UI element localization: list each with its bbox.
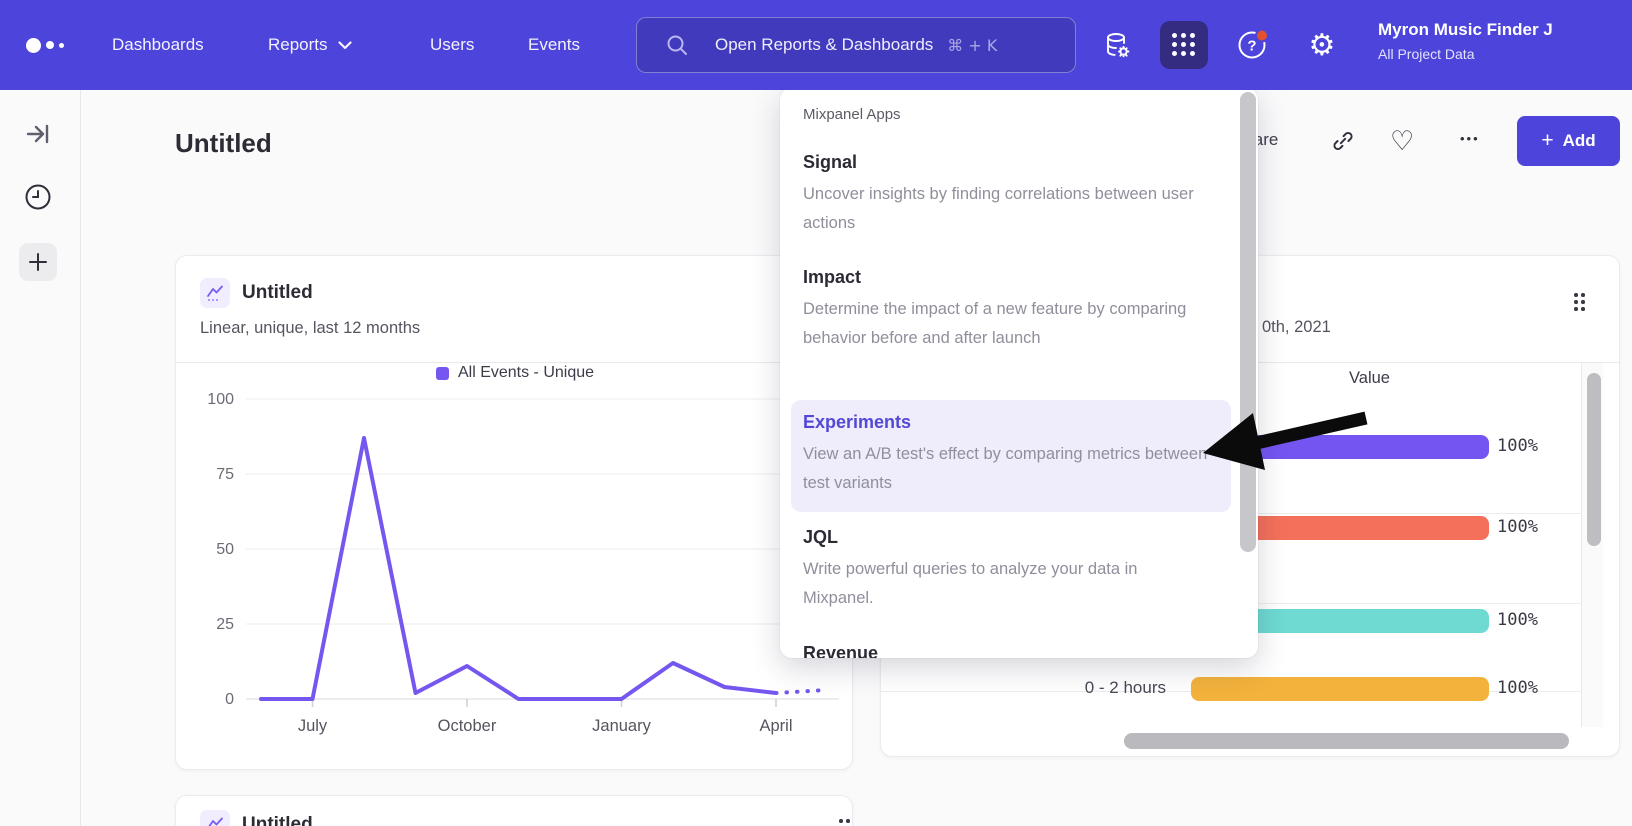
- apps-grid-button[interactable]: [1160, 21, 1208, 69]
- menu-item-description: Uncover insights by finding correlations…: [803, 185, 1194, 232]
- nav-reports-label: Reports: [268, 35, 328, 54]
- menu-scrollbar-thumb[interactable]: [1240, 92, 1256, 552]
- search-placeholder: Open Reports & Dashboards: [715, 35, 934, 54]
- menu-item-description: View an A/B test's effect by comparing m…: [803, 445, 1208, 492]
- legend-swatch: [435, 366, 449, 380]
- menu-item-title: Signal: [803, 152, 858, 172]
- row-value: 100%: [1497, 436, 1538, 456]
- insights-chart-icon: [200, 278, 230, 308]
- nav-users[interactable]: Users: [430, 35, 475, 54]
- card-drag-handle[interactable]: [1574, 293, 1586, 312]
- search-icon: [667, 35, 687, 55]
- report-title[interactable]: Untitled: [242, 282, 313, 303]
- page-title: Untitled: [175, 128, 272, 158]
- menu-item-title: Experiments: [803, 412, 912, 432]
- mixpanel-apps-menu: Mixpanel Apps Signal Uncover insights by…: [780, 88, 1258, 658]
- svg-text:January: January: [592, 717, 651, 735]
- svg-text:July: July: [298, 717, 328, 735]
- apps-menu-heading: Mixpanel Apps: [803, 106, 901, 123]
- table-horizontal-scroll-thumb[interactable]: [1124, 733, 1569, 749]
- add-button[interactable]: + Add: [1517, 116, 1620, 166]
- expand-sidebar-icon[interactable]: [19, 115, 57, 153]
- svg-text:October: October: [438, 717, 497, 735]
- left-rail: [0, 90, 81, 826]
- line-chart-card: Untitled Linear, unique, last 12 months …: [175, 255, 853, 770]
- top-navigation-bar: Dashboards Reports Users Events Open Rep…: [0, 0, 1632, 90]
- data-management-icon[interactable]: [1095, 0, 1139, 90]
- svg-text:100: 100: [207, 391, 234, 408]
- legend-label: All Events - Unique: [457, 364, 595, 381]
- nav-dashboards[interactable]: Dashboards: [112, 35, 204, 54]
- menu-item-title: JQL: [803, 527, 839, 547]
- user-name: Myron Music Finder J: [1378, 20, 1553, 39]
- report-title[interactable]: Untitled: [242, 814, 313, 826]
- help-button[interactable]: ?: [1231, 0, 1275, 90]
- svg-text:0: 0: [225, 691, 234, 708]
- menu-item-description: Write powerful queries to analyze your d…: [803, 560, 1138, 607]
- favorite-heart-icon[interactable]: ♡: [1390, 126, 1415, 157]
- chart-legend[interactable]: All Events - Unique: [176, 356, 854, 390]
- recents-clock-icon[interactable]: [19, 178, 57, 216]
- project-name: All Project Data: [1378, 46, 1475, 62]
- second-chart-card: Untitled: [175, 795, 853, 826]
- card-drag-handle[interactable]: [839, 819, 851, 826]
- value-column-header: Value: [1349, 369, 1390, 387]
- chevron-down-icon: [337, 40, 352, 49]
- report-subtitle: Linear, unique, last 12 months: [200, 319, 421, 337]
- user-project-menu[interactable]: Myron Music Finder J All Project Data: [1378, 20, 1632, 62]
- table-date-range: 0th, 2021: [1262, 318, 1331, 336]
- svg-text:75: 75: [216, 466, 234, 483]
- row-value: 100%: [1497, 610, 1538, 630]
- svg-text:?: ?: [1247, 38, 1256, 55]
- global-search-input[interactable]: Open Reports & Dashboards ⌘ + K: [636, 17, 1076, 73]
- menu-item-title: Impact: [803, 267, 862, 287]
- search-shortcut: ⌘ + K: [947, 35, 998, 55]
- add-report-button[interactable]: [19, 243, 57, 281]
- vertical-scroll-thumb[interactable]: [1587, 373, 1601, 546]
- menu-item-experiments[interactable]: Experiments View an A/B test's effect by…: [791, 400, 1231, 512]
- more-options-button[interactable]: •••: [1460, 131, 1480, 146]
- card-divider: [176, 362, 852, 363]
- add-button-label: Add: [1562, 131, 1596, 150]
- insights-chart-icon: [200, 810, 230, 826]
- row-label: 0 - 2 hours: [1084, 678, 1166, 697]
- menu-item-jql[interactable]: JQL Write powerful queries to analyze yo…: [791, 515, 1231, 627]
- menu-item-impact[interactable]: Impact Determine the impact of a new fea…: [791, 255, 1231, 367]
- nav-reports[interactable]: Reports: [268, 0, 352, 90]
- menu-item-title: Revenue: [803, 643, 879, 658]
- plus-icon: +: [1541, 129, 1554, 152]
- row-value: 100%: [1497, 678, 1538, 698]
- svg-text:50: 50: [216, 541, 234, 558]
- settings-gear-icon[interactable]: ⚙: [1308, 27, 1336, 63]
- svg-text:25: 25: [216, 616, 234, 633]
- line-chart-plot[interactable]: 100 75 50 25 0 July October January April: [176, 363, 854, 769]
- svg-text:April: April: [759, 717, 792, 735]
- table-vertical-scrollbar[interactable]: [1581, 363, 1603, 727]
- menu-item-description: Determine the impact of a new feature by…: [803, 300, 1187, 347]
- apps-grid-icon: [1172, 33, 1196, 57]
- menu-item-signal[interactable]: Signal Uncover insights by finding corre…: [791, 140, 1231, 252]
- copy-link-icon[interactable]: [1330, 128, 1356, 159]
- nav-events[interactable]: Events: [528, 35, 580, 54]
- row-value: 100%: [1497, 517, 1538, 537]
- menu-item-revenue[interactable]: Revenue: [791, 631, 1231, 658]
